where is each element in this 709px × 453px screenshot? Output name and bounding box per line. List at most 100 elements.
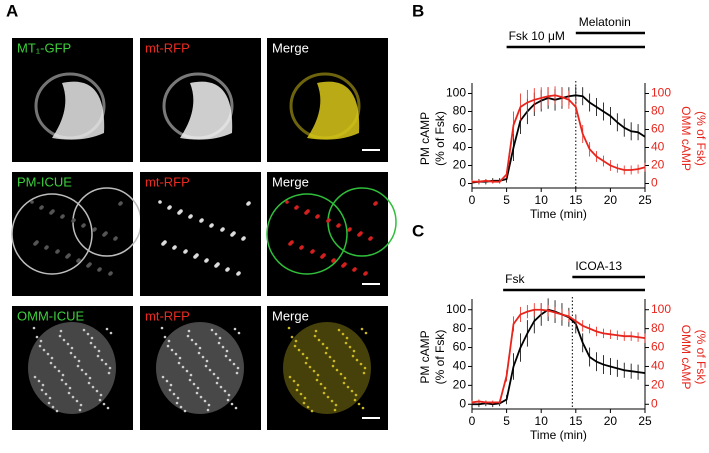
puncta (44, 246, 48, 250)
puncta (79, 403, 83, 407)
puncta (326, 219, 330, 223)
image-label: mt-RFP (145, 308, 190, 323)
y-axis-label: PM cAMP (418, 330, 432, 383)
y2-tick-label: 40 (651, 359, 665, 373)
y-tick-label: 40 (453, 359, 467, 373)
puncta (169, 383, 173, 387)
puncta (364, 331, 368, 335)
y-axis-label: (% of Fsk) (433, 330, 447, 385)
y2-tick-label: 60 (651, 122, 665, 136)
treatment-label: Melatonin (579, 15, 631, 29)
puncta (352, 268, 356, 272)
puncta (237, 331, 241, 335)
puncta (230, 402, 234, 406)
micrograph (267, 306, 388, 430)
puncta (50, 356, 54, 360)
puncta (41, 383, 45, 387)
cell (266, 193, 348, 275)
puncta (86, 332, 90, 336)
puncta (44, 392, 48, 396)
puncta (183, 250, 187, 254)
puncta (174, 352, 178, 356)
puncta (214, 264, 218, 268)
puncta (55, 409, 59, 413)
puncta (321, 342, 325, 346)
image-label: MT₁-GFP (17, 40, 71, 55)
puncta (181, 365, 185, 369)
puncta (167, 206, 171, 210)
puncta (197, 351, 201, 355)
puncta (233, 327, 237, 331)
puncta (89, 341, 93, 345)
puncta (96, 354, 100, 358)
puncta (193, 255, 197, 259)
image-label: mt-RFP (145, 174, 190, 189)
puncta (199, 395, 203, 399)
puncta (341, 332, 345, 336)
puncta (170, 348, 174, 352)
puncta (158, 200, 162, 204)
puncta (304, 211, 308, 215)
puncta (113, 237, 117, 241)
y-tick-label: 80 (453, 104, 467, 118)
y-tick-label: 60 (453, 340, 467, 354)
puncta (97, 268, 101, 272)
x-tick-label: 15 (569, 414, 583, 428)
puncta (35, 335, 39, 339)
puncta (166, 344, 170, 348)
puncta (348, 345, 352, 349)
puncta (299, 246, 303, 250)
puncta (77, 359, 81, 363)
puncta (224, 354, 228, 358)
cell (283, 322, 371, 414)
puncta (357, 233, 361, 237)
puncta (97, 349, 101, 353)
puncta (59, 329, 63, 333)
puncta (76, 364, 80, 368)
puncta (215, 381, 219, 385)
puncta (53, 365, 57, 369)
puncta (58, 334, 62, 338)
treatment-label: Fsk 10 μM (509, 29, 565, 43)
puncta (177, 361, 181, 365)
puncta (235, 371, 239, 375)
puncta (297, 348, 301, 352)
puncta (102, 402, 106, 406)
puncta (109, 331, 113, 335)
y-tick-label: 0 (459, 176, 466, 190)
puncta (172, 246, 176, 250)
puncta (353, 398, 357, 402)
x-tick-label: 0 (469, 414, 476, 428)
puncta (328, 355, 332, 359)
cell-body (180, 81, 233, 140)
puncta (39, 339, 43, 343)
cell-body (52, 81, 105, 140)
puncta (218, 336, 222, 340)
puncta (205, 359, 209, 363)
puncta (330, 399, 334, 403)
puncta (354, 393, 358, 397)
puncta (339, 372, 343, 376)
puncta (333, 408, 337, 412)
puncta (342, 381, 346, 385)
puncta (165, 379, 169, 383)
puncta (95, 389, 99, 393)
series-line (472, 94, 646, 183)
image-label: Merge (272, 308, 309, 323)
puncta (62, 338, 66, 342)
puncta (204, 364, 208, 368)
puncta (315, 215, 319, 219)
y-tick-label: 60 (453, 122, 467, 136)
puncta (310, 250, 314, 254)
puncta (186, 334, 190, 338)
puncta (163, 335, 167, 339)
puncta (192, 382, 196, 386)
puncta (75, 399, 79, 403)
puncta (76, 259, 80, 263)
puncta (226, 398, 230, 402)
puncta (71, 219, 75, 223)
puncta (299, 392, 303, 396)
puncta (188, 378, 192, 382)
puncta (98, 398, 102, 402)
